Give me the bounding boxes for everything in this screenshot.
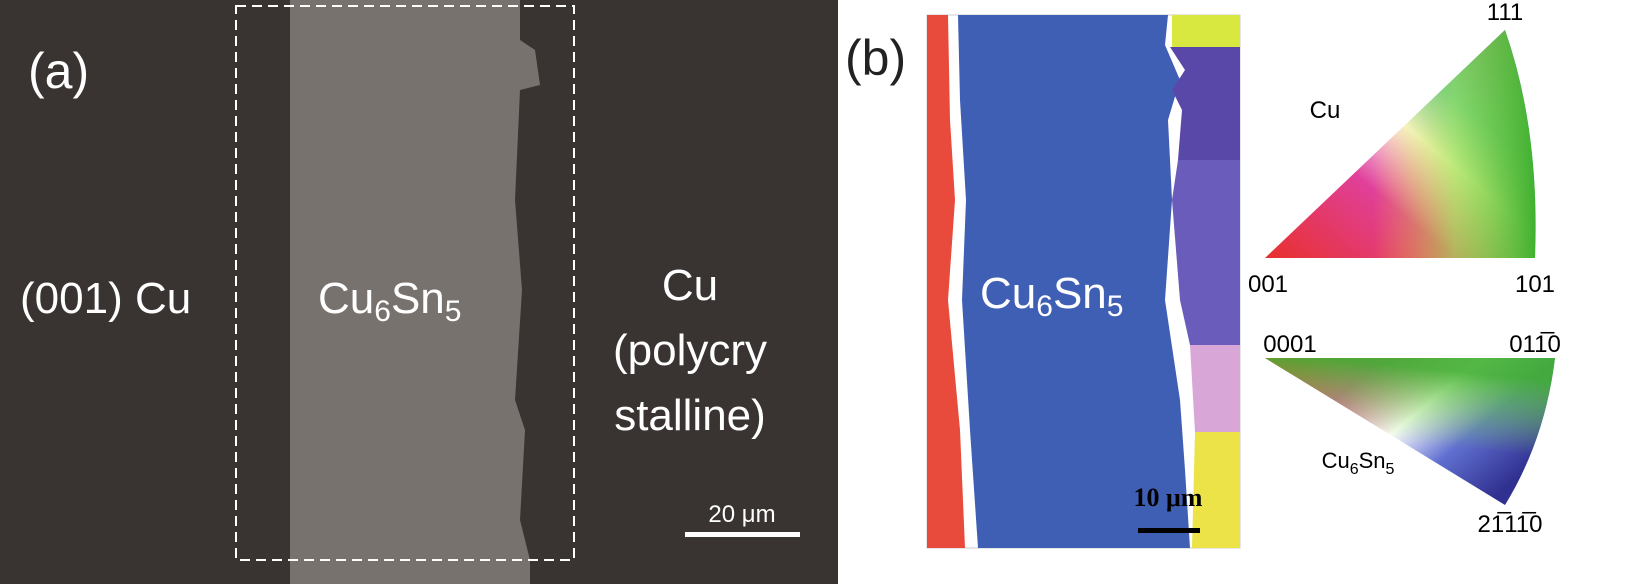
ipf-corner: 0001: [1263, 331, 1316, 358]
scale-bar-label: 10 μm: [1134, 483, 1203, 512]
grain: [1192, 432, 1240, 548]
ipf-corner: 111: [1487, 0, 1523, 26]
dashed-box: [235, 5, 575, 561]
region-label: Cu: [662, 261, 718, 310]
ipf-corner: 011̅0: [1509, 331, 1561, 358]
region-label: (polycry: [613, 326, 767, 375]
region-label: Cu6Sn5: [318, 274, 461, 328]
panel-b: (b) Cu6Sn5 10 μm: [845, 14, 1241, 549]
grain: [1170, 47, 1240, 160]
phase-label: Cu6Sn5: [980, 269, 1123, 323]
region-label: stalline): [614, 391, 766, 440]
ipf-triangle-overlay: [1265, 30, 1536, 258]
ipf-triangle-overlay: [1265, 358, 1555, 505]
ipf-legend-cu: Cu 111 001 101: [1248, 0, 1555, 298]
grain: [927, 15, 965, 548]
grain: [1172, 15, 1240, 47]
ipf-name: Cu: [1310, 97, 1341, 124]
region-label: (001) Cu: [20, 274, 191, 323]
scale-bar: [685, 532, 800, 537]
scale-bar: [1138, 528, 1200, 533]
grain: [1190, 345, 1240, 432]
ipf-corner: 001: [1248, 271, 1288, 298]
panel-a: (a) (001) Cu Cu6Sn5 Cu (polycry stalline…: [0, 0, 838, 584]
grain: [958, 15, 1190, 548]
panel-label: (a): [28, 43, 89, 99]
grain: [1172, 160, 1240, 345]
ipf-corner: 101: [1515, 271, 1555, 298]
scale-bar-label: 20 μm: [708, 501, 775, 528]
panel-label: (b): [845, 30, 906, 86]
ipf-legend-cu6sn5: Cu6Sn5 0001 011̅0 21̅11̅0: [1263, 331, 1561, 538]
ipf-corner: 21̅11̅0: [1478, 511, 1543, 538]
ipf-name: Cu6Sn5: [1322, 448, 1395, 478]
cu6sn5-layer: [290, 0, 540, 584]
